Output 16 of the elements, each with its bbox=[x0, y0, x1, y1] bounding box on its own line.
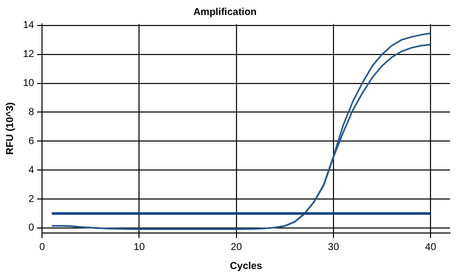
chart-title: Amplification bbox=[193, 6, 257, 18]
y-tick-label: 0 bbox=[28, 222, 35, 234]
x-tick-label: 20 bbox=[230, 242, 242, 253]
y-tick-label: 2 bbox=[28, 194, 35, 205]
x-tick-label: 30 bbox=[328, 242, 340, 253]
y-tick-label: 12 bbox=[23, 49, 35, 60]
y-tick-label: 14 bbox=[23, 20, 35, 32]
x-tick-label: 0 bbox=[39, 242, 46, 253]
y-tick-label: 8 bbox=[28, 106, 35, 118]
y-tick-label: 6 bbox=[28, 136, 35, 147]
x-tick-label: 10 bbox=[134, 242, 146, 253]
x-axis-title: Cycles bbox=[230, 260, 263, 272]
y-axis-title: RFU (10^3) bbox=[4, 102, 16, 155]
x-tick-label: 40 bbox=[425, 242, 437, 253]
y-tick-label: 10 bbox=[23, 78, 35, 90]
y-tick-label: 4 bbox=[28, 164, 35, 176]
